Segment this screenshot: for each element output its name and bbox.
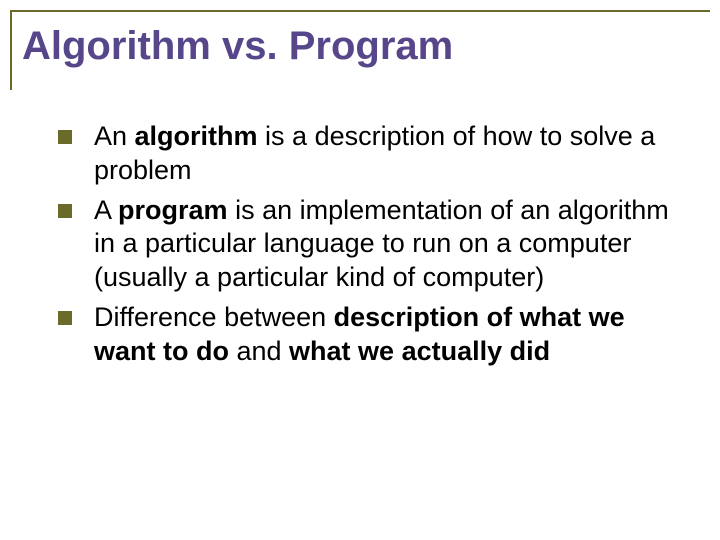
bullet-list: An algorithm is a description of how to … <box>10 120 710 368</box>
bullet-icon <box>58 204 72 218</box>
bullet-text: Difference between description of what w… <box>94 301 680 369</box>
slide-title: Algorithm vs. Program <box>22 24 710 68</box>
bullet-icon <box>58 311 72 325</box>
list-item: Difference between description of what w… <box>58 301 680 369</box>
bullet-icon <box>58 130 72 144</box>
title-wrap: Algorithm vs. Program <box>10 10 710 90</box>
bullet-text: A program is an implementation of an alg… <box>94 194 680 295</box>
slide-container: Algorithm vs. Program An algorithm is a … <box>0 0 720 540</box>
bullet-text: An algorithm is a description of how to … <box>94 120 680 188</box>
list-item: An algorithm is a description of how to … <box>58 120 680 188</box>
list-item: A program is an implementation of an alg… <box>58 194 680 295</box>
